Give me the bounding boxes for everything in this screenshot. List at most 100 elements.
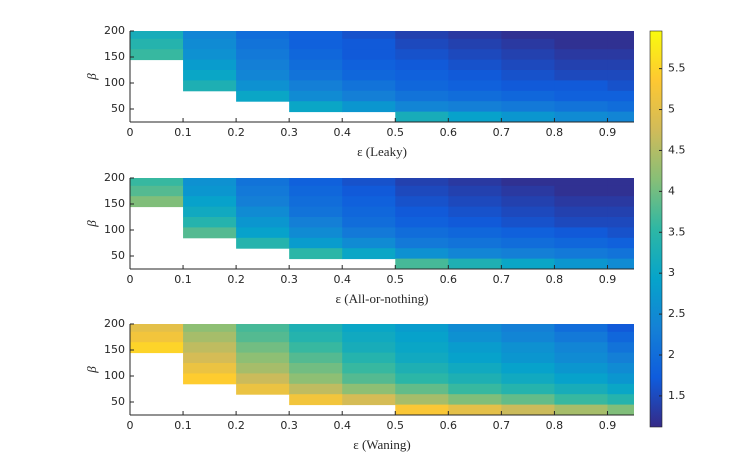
heat-cell: [501, 331, 555, 343]
heat-cell: [554, 178, 608, 187]
heat-cell: [395, 373, 449, 385]
heat-cell: [289, 49, 343, 61]
heat-cell: [236, 196, 290, 208]
heat-cell: [448, 248, 502, 260]
heat-cell: [607, 324, 634, 333]
heat-cell: [554, 331, 608, 343]
heat-cell: [183, 227, 237, 239]
heat-cell: [395, 206, 449, 218]
x-tick-label: 0.3: [280, 273, 298, 286]
y-tick-label: 100: [104, 76, 125, 89]
heat-cell: [607, 227, 634, 239]
heat-cell: [501, 227, 555, 239]
x-tick-label: 0.6: [440, 126, 458, 139]
heat-cell: [395, 90, 449, 102]
x-tick-label: 0.4: [333, 126, 351, 139]
heat-cell: [607, 38, 634, 50]
x-tick-label: 0.2: [227, 273, 245, 286]
heat-cell: [607, 258, 634, 269]
x-axis-label: ε (All-or-nothing): [336, 291, 429, 306]
heat-cell: [395, 217, 449, 228]
heat-cell: [554, 70, 608, 81]
heat-cell: [342, 80, 396, 92]
heat-cell: [183, 373, 237, 385]
colorbar-tick-label: 2: [668, 348, 675, 361]
heat-cell: [448, 237, 502, 249]
heat-cell: [395, 70, 449, 81]
heat-cell: [501, 101, 555, 113]
heat-cell: [342, 383, 396, 395]
heat-cell: [607, 185, 634, 197]
x-axis-label: ε (Leaky): [357, 144, 407, 159]
heat-cell: [607, 217, 634, 228]
heat-cell: [448, 90, 502, 102]
y-axis-label: β: [84, 366, 99, 374]
y-tick-label: 150: [104, 50, 125, 63]
x-tick-label: 0.3: [280, 419, 298, 432]
heat-cell: [395, 363, 449, 374]
heat-cell: [501, 49, 555, 61]
heat-cell: [342, 206, 396, 218]
heat-cell: [554, 101, 608, 113]
heat-cell: [183, 38, 237, 50]
heat-cell: [448, 49, 502, 61]
heat-cell: [236, 90, 290, 102]
heat-cell: [236, 80, 290, 92]
heat-cell: [395, 59, 449, 71]
heat-cell: [342, 227, 396, 239]
heat-cell: [448, 227, 502, 239]
heat-cell: [501, 404, 555, 415]
heat-cell: [607, 178, 634, 187]
heat-cell: [289, 324, 343, 333]
x-tick-label: 0.3: [280, 126, 298, 139]
y-tick-label: 200: [104, 171, 125, 184]
heat-cell: [236, 331, 290, 343]
heat-cell: [554, 342, 608, 354]
heat-cell: [236, 227, 290, 239]
x-tick-label: 0.8: [546, 273, 564, 286]
heat-cell: [342, 324, 396, 333]
heat-cell: [607, 80, 634, 92]
heat-cell: [554, 80, 608, 92]
heat-cell: [607, 59, 634, 71]
x-tick-label: 0.6: [440, 273, 458, 286]
heat-cell: [554, 237, 608, 249]
heat-cell: [289, 227, 343, 239]
x-tick-label: 0.9: [599, 126, 617, 139]
heat-cell: [448, 70, 502, 81]
x-tick-label: 0.1: [174, 419, 192, 432]
heat-cell: [395, 248, 449, 260]
heat-cell: [448, 363, 502, 374]
y-tick-label: 150: [104, 343, 125, 356]
heat-cell: [130, 38, 184, 50]
heat-cell: [342, 70, 396, 81]
heat-cell: [236, 342, 290, 354]
colorbar-tick-label: 2.5: [668, 307, 686, 320]
heat-cell: [448, 38, 502, 50]
heat-cell: [607, 383, 634, 395]
colorbar-tick-label: 3: [668, 266, 675, 279]
heat-cell: [607, 331, 634, 343]
heat-cell: [342, 178, 396, 187]
heat-cell: [448, 206, 502, 218]
heat-cell: [501, 59, 555, 71]
heat-cell: [130, 178, 184, 187]
heat-cell: [501, 237, 555, 249]
heat-cell: [183, 31, 237, 40]
heat-cell: [554, 206, 608, 218]
heat-cell: [554, 59, 608, 71]
heat-cell: [448, 258, 502, 269]
heat-cell: [183, 185, 237, 197]
heat-cell: [236, 206, 290, 218]
heat-cell: [395, 38, 449, 50]
heat-cell: [342, 196, 396, 208]
heat-cell: [554, 324, 608, 333]
x-tick-label: 0.5: [387, 273, 405, 286]
heat-cell: [554, 394, 608, 406]
y-tick-label: 50: [111, 395, 125, 408]
heat-cell: [236, 31, 290, 40]
heat-cell: [501, 38, 555, 50]
heat-cell: [554, 363, 608, 374]
heat-cell: [289, 38, 343, 50]
